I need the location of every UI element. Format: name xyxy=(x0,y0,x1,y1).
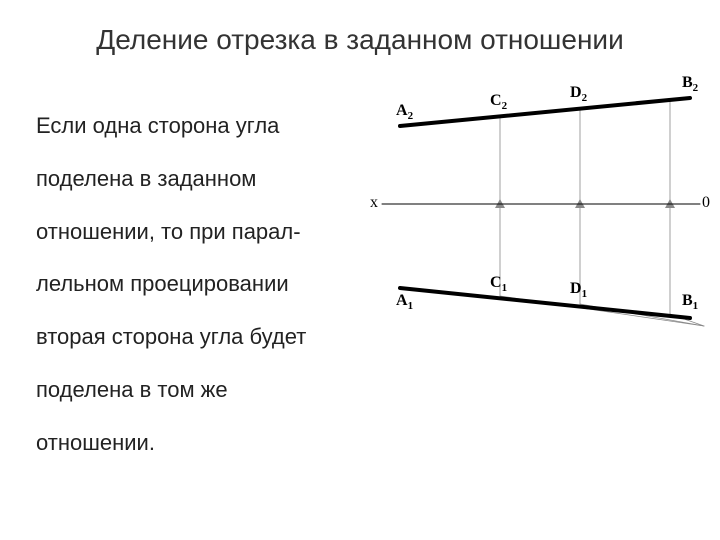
body-line-7: отношении. xyxy=(36,417,396,470)
slide-title: Деление отрезка в заданном отношении xyxy=(0,24,720,56)
body-line-2: поделена в заданном xyxy=(36,153,396,206)
label-A2: A2 xyxy=(396,102,413,122)
label-D2: D2 xyxy=(570,84,587,104)
label-C1: C1 xyxy=(490,274,507,294)
label-B2: B2 xyxy=(682,74,698,94)
body-line-1: Если одна сторона угла xyxy=(36,100,396,153)
body-line-3: отношении, то при парал- xyxy=(36,206,396,259)
projection-diagram: x 0 A2 C2 D2 B2 A1 C1 D1 B1 xyxy=(370,78,710,338)
axis-label-x: x xyxy=(370,194,378,212)
label-D1: D1 xyxy=(570,280,587,300)
body-line-5: вторая сторона угла будет xyxy=(36,311,396,364)
axis-label-0: 0 xyxy=(702,194,710,212)
label-A1: A1 xyxy=(396,292,413,312)
diagram-svg xyxy=(370,78,710,338)
label-B1: B1 xyxy=(682,292,698,312)
label-C2: C2 xyxy=(490,92,507,112)
body-line-6: поделена в том же xyxy=(36,364,396,417)
body-line-4: лельном проецировании xyxy=(36,258,396,311)
body-text: Если одна сторона угла поделена в заданн… xyxy=(36,100,396,470)
